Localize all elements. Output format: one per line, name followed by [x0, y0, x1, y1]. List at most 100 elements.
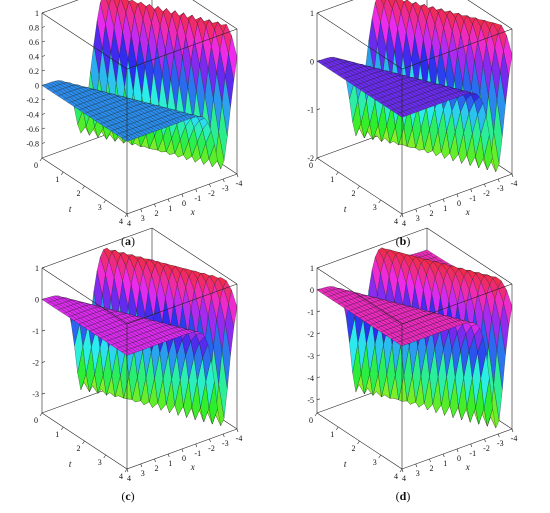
chart-panel-a: 10.80.60.40.20-0.2-0.4-0.6-0.801234t-4-3… — [26, 0, 242, 248]
z-tick-mark — [316, 108, 321, 110]
t-tick-mark — [82, 185, 85, 190]
z-tick-label: 0 — [310, 57, 314, 66]
z-tick-mark — [41, 98, 46, 101]
x-tick-mark — [167, 453, 170, 458]
t-tick-label: 4 — [119, 472, 123, 481]
t-tick-label: 0 — [309, 416, 313, 425]
t-tick-mark — [357, 440, 360, 445]
box-edge — [41, 12, 128, 70]
box-edge — [401, 28, 513, 70]
z-tick-mark — [41, 298, 46, 300]
t-tick-label: 4 — [119, 217, 123, 226]
x-tick-mark — [209, 438, 211, 443]
x-tick-label: -2 — [483, 189, 490, 198]
x-tick-label: 0 — [457, 454, 461, 463]
x-tick-label: 0 — [457, 199, 461, 208]
x-tick-label: -1 — [469, 194, 476, 203]
x-tick-mark — [470, 443, 473, 448]
t-tick-label: 3 — [373, 203, 377, 212]
z-tick-mark — [41, 40, 46, 43]
t-tick-label: 2 — [77, 444, 81, 453]
x-tick-label: -1 — [194, 194, 201, 203]
t-tick-mark — [82, 440, 85, 445]
z-tick-mark — [41, 329, 46, 332]
t-tick-mark — [124, 213, 128, 218]
t-tick-label: 4 — [394, 472, 398, 481]
box-edge — [41, 0, 79, 14]
x-tick-mark — [415, 463, 418, 468]
box-edge — [316, 0, 354, 14]
t-tick-mark — [357, 185, 360, 190]
box-edge — [151, 227, 238, 285]
t-tick-mark — [124, 468, 128, 473]
x-tick-mark — [442, 198, 445, 203]
z-tick-mark — [316, 332, 321, 335]
x-tick-mark — [456, 448, 459, 453]
z-tick-mark — [316, 266, 321, 269]
x-tick-mark — [222, 178, 225, 183]
z-tick-mark — [316, 60, 321, 62]
x-tick-mark — [181, 448, 184, 453]
x-tick-mark — [140, 463, 143, 468]
t-tick-mark — [61, 171, 64, 176]
t-tick-mark — [103, 199, 106, 204]
x-tick-mark — [126, 468, 129, 473]
x-tick-mark — [154, 203, 156, 208]
t-tick-label: 1 — [330, 430, 334, 439]
x-tick-mark — [181, 193, 184, 198]
x-tick-label: -4 — [511, 434, 518, 443]
z-tick-label: 0.8 — [29, 24, 39, 33]
z-tick-label: -2 — [32, 359, 39, 368]
t-tick-mark — [378, 199, 381, 204]
z-tick-mark — [41, 69, 46, 72]
surface-patch — [396, 112, 406, 118]
x-tick-label: -4 — [236, 434, 243, 443]
x-tick-label: -3 — [497, 439, 504, 448]
panel-caption: (d) — [396, 489, 411, 503]
x-tick-mark — [140, 208, 143, 213]
x-tick-label: -4 — [511, 179, 518, 188]
x-tick-label: 2 — [155, 209, 159, 218]
box-edge — [426, 227, 513, 285]
x-tick-label: -3 — [497, 184, 504, 193]
z-tick-mark — [316, 354, 321, 357]
x-axis-label: x — [190, 462, 195, 472]
t-tick-label: 0 — [309, 161, 313, 170]
t-tick-mark — [378, 454, 381, 459]
x-tick-label: 3 — [141, 214, 145, 223]
t-tick-mark — [336, 171, 339, 176]
z-tick-mark — [316, 398, 321, 401]
x-tick-mark — [442, 453, 445, 458]
x-tick-label: 4 — [127, 219, 131, 228]
panel-caption: (c) — [121, 489, 134, 503]
z-tick-mark — [41, 55, 46, 57]
x-tick-label: 1 — [168, 459, 172, 468]
x-tick-mark — [429, 458, 431, 463]
t-tick-label: 3 — [98, 203, 102, 212]
z-tick-mark — [316, 376, 321, 379]
x-tick-mark — [195, 443, 198, 448]
z-tick-label: 1 — [310, 9, 314, 18]
z-tick-label: -3 — [32, 390, 39, 399]
x-tick-mark — [484, 183, 486, 188]
z-tick-label: 0 — [35, 296, 39, 305]
x-tick-label: -4 — [236, 179, 243, 188]
x-tick-mark — [401, 213, 404, 218]
x-tick-mark — [236, 173, 239, 178]
t-tick-mark — [314, 157, 318, 162]
z-tick-label: -2 — [307, 330, 314, 339]
x-tick-label: 1 — [443, 459, 447, 468]
x-tick-label: -1 — [194, 449, 201, 458]
x-axis-label: x — [465, 462, 470, 472]
t-tick-mark — [61, 426, 64, 431]
x-tick-label: -2 — [208, 189, 215, 198]
z-tick-label: -0.4 — [26, 111, 39, 120]
box-edge — [316, 267, 403, 325]
z-tick-label: 1 — [35, 9, 39, 18]
z-tick-mark — [41, 266, 46, 269]
x-tick-mark — [195, 188, 198, 193]
x-tick-label: -2 — [483, 444, 490, 453]
x-tick-label: 4 — [127, 474, 131, 483]
